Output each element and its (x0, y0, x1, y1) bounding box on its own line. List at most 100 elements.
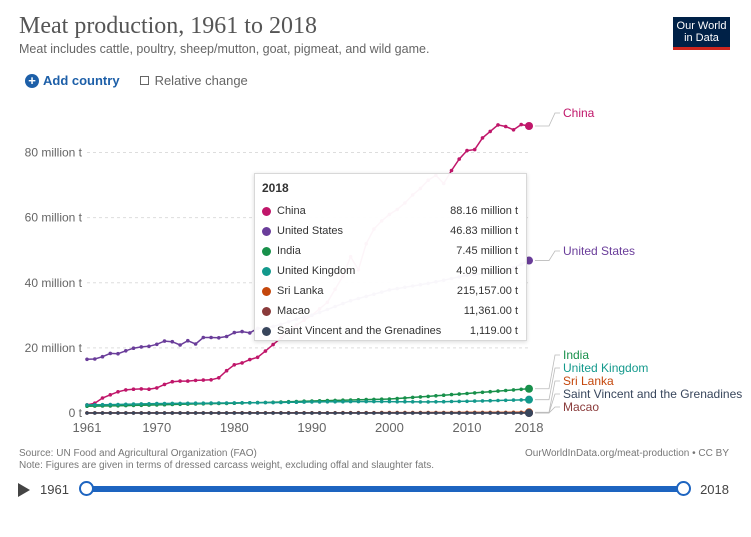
data-point (100, 396, 105, 400)
data-point (395, 396, 400, 401)
tooltip-entity-value: 4.09 million t (456, 265, 518, 277)
data-point (488, 398, 493, 403)
label-leader-line (535, 380, 560, 413)
data-point (186, 411, 190, 415)
data-point (217, 376, 221, 380)
data-point (465, 391, 469, 396)
data-point (178, 401, 182, 406)
data-point (162, 401, 167, 406)
data-point (387, 411, 392, 415)
data-point (147, 344, 151, 349)
data-point (503, 398, 508, 403)
footer-url[interactable]: OurWorldInData.org/meat-production • CC … (525, 448, 729, 459)
x-tick-label: 2010 (453, 420, 482, 435)
plus-icon: + (25, 73, 39, 88)
label-leader-line (535, 250, 560, 261)
data-point (325, 400, 330, 404)
data-point (480, 136, 485, 140)
data-point (224, 334, 229, 339)
tooltip-entity-value: 1,119.00 t (469, 325, 518, 337)
owid-logo[interactable]: Our World in Data (673, 17, 730, 50)
tooltip-entity-name: India (277, 245, 301, 257)
end-label: China (563, 106, 595, 120)
data-point (186, 338, 190, 343)
data-point (302, 400, 306, 404)
data-point (209, 335, 213, 340)
data-point (379, 411, 384, 415)
data-point (178, 343, 182, 347)
tooltip-entity-value: 7.45 million t (456, 245, 518, 257)
data-point (108, 393, 113, 397)
data-point (279, 411, 283, 415)
data-point (170, 339, 175, 344)
data-point (434, 411, 438, 415)
x-tick-label: 2000 (375, 420, 404, 435)
tooltip-row: India 7.45 million t (262, 241, 518, 261)
tooltip-row: Saint Vincent and the Grenadines 1,119.00… (262, 321, 518, 341)
data-point (193, 401, 198, 406)
relative-change-toggle[interactable]: Relative change (139, 73, 248, 88)
add-country-button[interactable]: + Add country (25, 73, 120, 88)
data-point (496, 123, 500, 127)
relative-change-label: Relative change (154, 73, 248, 88)
y-tick-label: 80 million t (25, 146, 83, 160)
tooltip-row: United States 46.83 million t (262, 221, 518, 241)
data-point (85, 403, 89, 407)
end-marker (525, 408, 533, 417)
data-point (155, 342, 159, 347)
data-point (410, 411, 415, 415)
timeline-start-handle[interactable] (79, 481, 94, 496)
data-point (418, 395, 423, 399)
data-point (201, 411, 206, 415)
x-tick-label: 2018 (515, 420, 544, 435)
tooltip-entity-name: United Kingdom (277, 265, 356, 277)
x-axis-ticks: 1961 1970 1980 1990 2000 2010 2018 (73, 420, 544, 435)
play-icon[interactable] (18, 483, 30, 497)
data-point (403, 399, 407, 404)
end-marker (525, 395, 533, 404)
data-point (232, 411, 237, 415)
tooltip-entity-name: Macao (277, 305, 311, 317)
data-point (480, 390, 485, 395)
tooltip-entity-name: Sri Lanka (277, 285, 324, 297)
data-point (139, 402, 144, 406)
data-point (116, 351, 120, 356)
data-point (348, 411, 353, 415)
data-point (372, 411, 376, 415)
data-point (100, 402, 105, 407)
data-point (217, 401, 221, 405)
data-point (124, 411, 128, 415)
data-point (341, 399, 345, 404)
timeline-end-handle[interactable] (676, 481, 691, 496)
data-point (131, 411, 136, 415)
data-point (263, 349, 268, 353)
data-point (139, 345, 144, 349)
data-point (162, 339, 167, 343)
x-tick-label: 1970 (142, 420, 171, 435)
data-point (426, 394, 431, 399)
data-point (465, 148, 469, 153)
data-point (310, 400, 314, 404)
data-point (248, 411, 252, 415)
data-point (395, 411, 400, 415)
data-point (248, 357, 252, 362)
data-point (201, 401, 206, 406)
end-label: India (563, 348, 589, 362)
data-point (449, 392, 454, 397)
relative-change-checkbox[interactable] (139, 76, 149, 85)
data-point (193, 342, 198, 346)
data-point (139, 411, 144, 415)
data-point (472, 411, 477, 415)
data-point (496, 411, 500, 415)
data-point (317, 411, 322, 415)
data-point (139, 387, 144, 391)
x-tick-label: 1980 (220, 420, 249, 435)
timeline-track[interactable] (85, 486, 683, 492)
data-point (333, 399, 337, 404)
end-marker (525, 384, 533, 393)
data-point (271, 400, 275, 405)
data-point (232, 363, 237, 367)
data-point (131, 402, 136, 406)
data-point (147, 387, 151, 392)
data-point (193, 411, 198, 415)
